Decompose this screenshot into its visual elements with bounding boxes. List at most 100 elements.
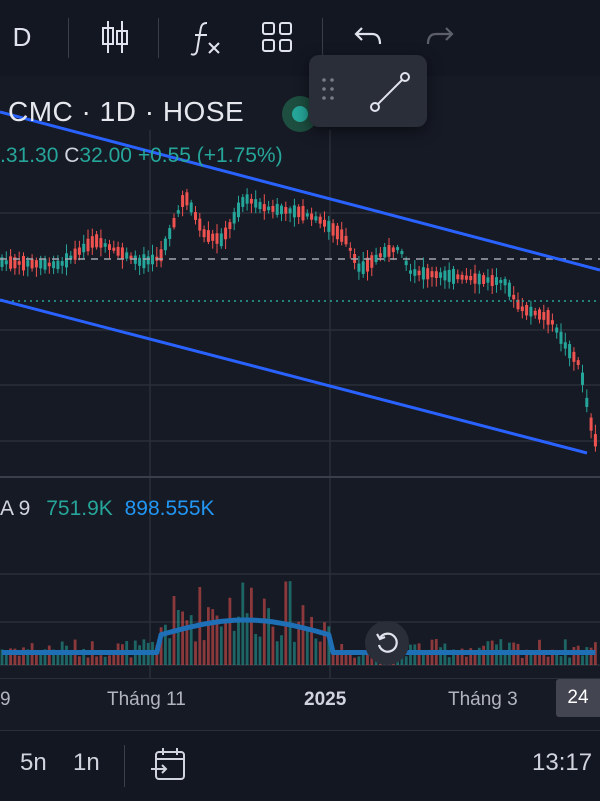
drag-handle-icon[interactable] xyxy=(321,77,335,110)
bottom-toolbar: 5n 1n 13:17 xyxy=(0,730,600,801)
candle xyxy=(271,205,275,212)
candle xyxy=(159,249,163,262)
candle xyxy=(516,299,520,310)
chart-canvas[interactable] xyxy=(0,76,600,730)
time-axis[interactable]: 9 Tháng 11 2025 Tháng 3 24 xyxy=(0,678,600,723)
candle xyxy=(490,275,494,286)
volume-bar xyxy=(314,638,318,665)
candle xyxy=(589,417,593,431)
candle xyxy=(73,248,77,260)
candle xyxy=(413,269,417,276)
candle xyxy=(56,260,60,270)
candle xyxy=(245,194,249,204)
candle xyxy=(546,310,550,325)
range-5y-button[interactable]: 5n xyxy=(20,749,47,776)
volume-bar xyxy=(99,655,103,665)
undo-icon[interactable] xyxy=(348,14,388,60)
candle xyxy=(60,261,64,266)
candle xyxy=(232,211,236,224)
candle xyxy=(95,234,99,248)
volume-bar xyxy=(47,645,51,665)
candle xyxy=(146,256,150,265)
candle xyxy=(366,257,369,272)
volume-bar xyxy=(159,627,163,665)
volume-legend[interactable]: A 9 751.9K 898.555K xyxy=(0,497,215,521)
volume-bar xyxy=(43,649,47,665)
candle xyxy=(168,228,172,240)
time-axis-label: 9 xyxy=(0,689,11,710)
clock-time: 13:17 xyxy=(532,749,593,776)
range-1y-button[interactable]: 1n xyxy=(73,749,100,776)
candle xyxy=(142,254,146,269)
volume-ma-line xyxy=(2,617,596,655)
volume-bar xyxy=(224,621,227,665)
volume-bar xyxy=(318,641,322,665)
reset-chart-button[interactable] xyxy=(365,621,409,665)
candle xyxy=(374,254,378,262)
candle xyxy=(417,270,421,276)
candle xyxy=(151,254,154,265)
candle xyxy=(426,268,430,280)
candle xyxy=(335,225,339,240)
current-date-label: 24 xyxy=(556,679,600,717)
volume-bar xyxy=(559,656,563,665)
volume-bar xyxy=(228,597,232,665)
time-axis-label: Tháng 3 xyxy=(448,689,518,710)
candle xyxy=(22,255,25,271)
candle xyxy=(559,331,563,344)
volume-bar xyxy=(168,638,172,665)
candlestick-icon[interactable] xyxy=(94,14,136,60)
volume-bar xyxy=(589,647,593,665)
candle xyxy=(507,282,511,297)
volume-bar xyxy=(357,656,361,665)
candle xyxy=(563,342,567,349)
change-percent: (+1.75%) xyxy=(196,144,283,167)
candle xyxy=(163,238,167,251)
candle xyxy=(275,203,279,215)
drawing-toolbar-popup xyxy=(309,55,427,127)
volume-bar xyxy=(241,582,245,665)
candle xyxy=(280,205,283,215)
symbol-title[interactable]: CMC · 1D · HOSE xyxy=(8,96,245,127)
candle xyxy=(486,277,490,283)
volume-bar xyxy=(4,650,8,665)
trend-line-tool-icon[interactable] xyxy=(367,69,413,120)
redo-icon[interactable] xyxy=(420,14,460,60)
time-axis-label: Tháng 11 xyxy=(107,689,186,710)
volume-bar xyxy=(551,649,554,665)
candle xyxy=(404,260,408,266)
volume-bar xyxy=(56,653,60,665)
layouts-icon[interactable] xyxy=(256,14,298,60)
candle xyxy=(17,261,21,265)
candle xyxy=(396,247,400,251)
volume-bar xyxy=(460,648,464,665)
candle xyxy=(43,258,47,270)
candle xyxy=(503,279,507,286)
price-reference-lines xyxy=(0,258,600,302)
candle xyxy=(112,247,116,251)
candle xyxy=(129,255,133,260)
volume-bar xyxy=(78,656,81,665)
candle xyxy=(378,253,382,258)
volume-bar xyxy=(585,647,589,665)
volume-bar xyxy=(323,622,326,665)
candle xyxy=(4,260,8,265)
candle xyxy=(383,246,387,258)
interval-button[interactable]: D xyxy=(12,21,32,52)
candle xyxy=(267,206,271,211)
indicators-icon[interactable] xyxy=(184,14,226,60)
toolbar-divider xyxy=(68,18,69,58)
volume-ma-value: 898.555K xyxy=(124,497,215,520)
price-chart[interactable] xyxy=(0,76,600,730)
go-to-date-icon[interactable] xyxy=(150,747,188,788)
volume-ma-label: A 9 xyxy=(0,497,31,520)
volume-bar xyxy=(576,645,580,665)
volume-value: 751.9K xyxy=(46,497,113,520)
candle xyxy=(469,276,473,281)
candle xyxy=(482,275,486,284)
volume-bar xyxy=(86,657,90,665)
volume-bar xyxy=(426,651,430,665)
candle xyxy=(116,246,120,256)
candle xyxy=(206,230,210,242)
candle xyxy=(211,233,215,241)
